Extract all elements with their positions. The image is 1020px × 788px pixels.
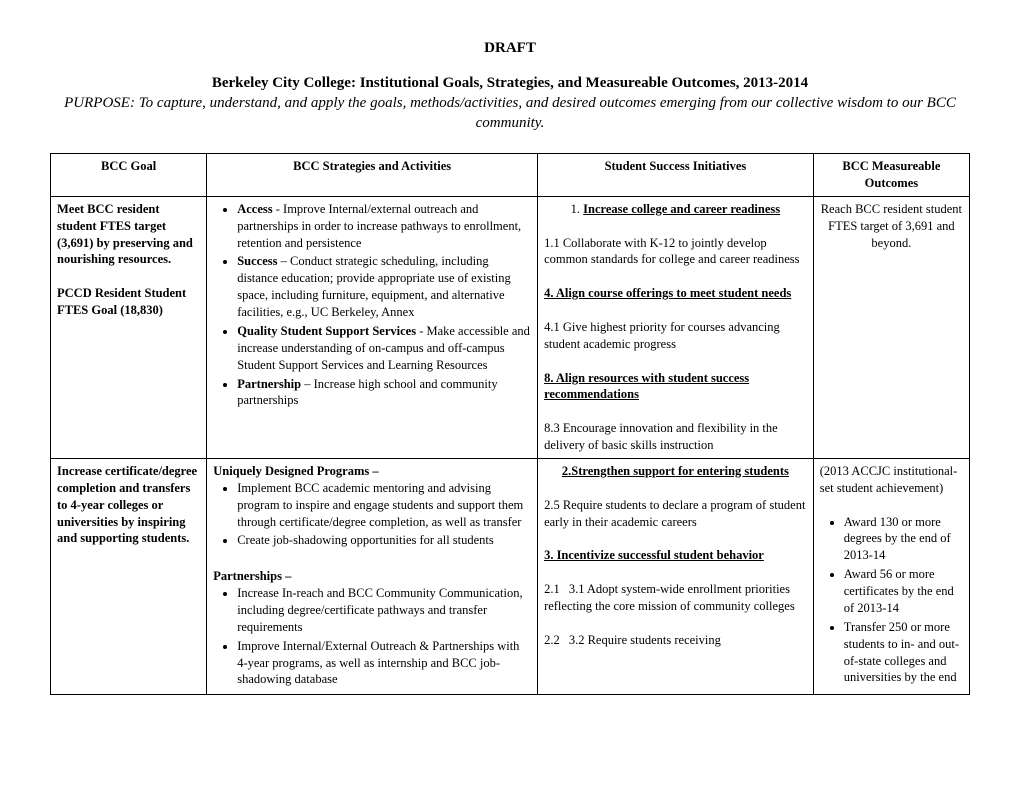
outcome-item: Transfer 250 or more students to in- and… [844,619,963,687]
outcome-text: Reach BCC resident student FTES target o… [820,201,963,252]
init-item: 4.1 Give highest priority for courses ad… [544,319,807,353]
init-text: 3.1 Adopt system-wide enrollment priorit… [544,582,795,613]
init-title: 2.Strengthen support for entering studen… [544,463,807,480]
outcome-item: Award 56 or more certificates by the end… [844,566,963,617]
init-text: 3.2 Require students receiving [569,633,721,647]
init-item: 2.1 3.1 Adopt system-wide enrollment pri… [544,581,807,615]
init-title: 8. Align resources with student success … [544,370,807,404]
strategies-cell: Uniquely Designed Programs – Implement B… [207,458,538,694]
strategy-lead: Success [237,254,277,268]
strategy-heading: Partnerships – [213,568,531,585]
header-outcomes: BCC Measureable Outcomes [813,154,969,197]
strategy-item: Access - Improve Internal/external outre… [237,201,531,252]
outcome-lead: (2013 ACCJC institutional-set student ac… [820,463,963,497]
document-title: Berkeley City College: Institutional Goa… [50,75,970,92]
goal-sub: PCCD Resident Student FTES Goal (18,830) [57,286,186,317]
init-item: 2.2 3.2 Require students receiving [544,632,807,649]
strategy-lead: Partnership [237,377,301,391]
strategy-item: Improve Internal/External Outreach & Par… [237,638,531,689]
table-row: Meet BCC resident student FTES target (3… [51,196,970,458]
goal-main: Increase certificate/degree completion a… [57,464,197,546]
strategy-text: - Improve Internal/external outreach and… [237,202,521,250]
init-title: 3. Incentivize successful student behavi… [544,547,807,564]
strategy-item: Create job-shadowing opportunities for a… [237,532,531,549]
table-header-row: BCC Goal BCC Strategies and Activities S… [51,154,970,197]
init-title: 4. Align course offerings to meet studen… [544,285,807,302]
strategy-text: – Conduct strategic scheduling, includin… [237,254,511,319]
header-strategies: BCC Strategies and Activities [207,154,538,197]
strategy-lead: Quality Student Support Services [237,324,416,338]
header-initiatives: Student Success Initiatives [538,154,814,197]
strategy-item: Quality Student Support Services - Make … [237,323,531,374]
init-item: 8.3 Encourage innovation and flexibility… [544,420,807,454]
strategy-heading: Uniquely Designed Programs – [213,463,531,480]
strategy-lead: Access [237,202,272,216]
table-row: Increase certificate/degree completion a… [51,458,970,694]
init-prefix: 2.1 [544,581,560,598]
goal-main: Meet BCC resident student FTES target (3… [57,202,193,267]
init-title: Increase college and career readiness [583,202,780,216]
strategies-cell: Access - Improve Internal/external outre… [207,196,538,458]
header-goal: BCC Goal [51,154,207,197]
strategy-item: Increase In-reach and BCC Community Comm… [237,585,531,636]
init-prefix: 2.2 [544,632,560,649]
draft-label: DRAFT [50,40,970,57]
outcomes-cell: (2013 ACCJC institutional-set student ac… [813,458,969,694]
purpose-statement: PURPOSE: To capture, understand, and app… [50,94,970,133]
outcome-item: Award 130 or more degrees by the end of … [844,514,963,565]
initiatives-cell: 1. Increase college and career readiness… [538,196,814,458]
init-item: 1.1 Collaborate with K-12 to jointly dev… [544,235,807,269]
strategy-item: Partnership – Increase high school and c… [237,376,531,410]
strategy-item: Implement BCC academic mentoring and adv… [237,480,531,531]
init-item: 2.5 Require students to declare a progra… [544,497,807,531]
goals-table: BCC Goal BCC Strategies and Activities S… [50,153,970,695]
goal-cell: Meet BCC resident student FTES target (3… [51,196,207,458]
init-num: 1. [571,202,580,216]
goal-cell: Increase certificate/degree completion a… [51,458,207,694]
initiatives-cell: 2.Strengthen support for entering studen… [538,458,814,694]
strategy-item: Success – Conduct strategic scheduling, … [237,253,531,321]
outcomes-cell: Reach BCC resident student FTES target o… [813,196,969,458]
